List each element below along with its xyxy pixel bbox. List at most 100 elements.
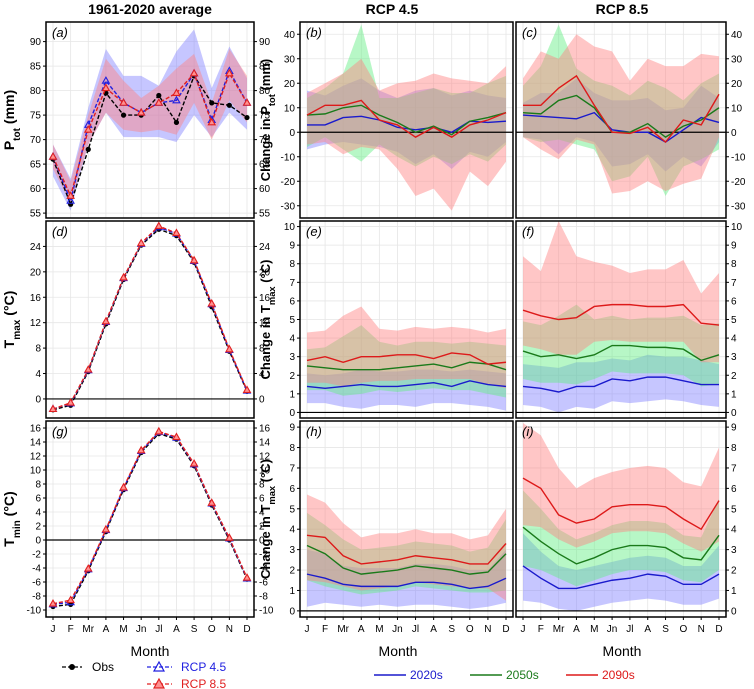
xtick-label-i-4: M bbox=[590, 624, 598, 635]
ytick-label-h-0: 0 bbox=[289, 606, 295, 617]
band-h-2 bbox=[307, 494, 506, 601]
ytick-r-label-f-4: 4 bbox=[731, 334, 737, 345]
ytick-r-label-g-4: -2 bbox=[259, 550, 268, 561]
ytick-label-e-4: 4 bbox=[289, 334, 295, 345]
legend-2090s: 2090s bbox=[602, 668, 635, 682]
ytick-r-label-d-2: 8 bbox=[259, 344, 265, 355]
xtick-label-h-1: F bbox=[322, 624, 328, 635]
ytick-label-h-1: 1 bbox=[289, 586, 295, 597]
ytick-label-b-6: 30 bbox=[284, 54, 296, 65]
ytick-label-d-6: 24 bbox=[30, 242, 42, 253]
point-a-2-4 bbox=[119, 98, 128, 106]
panel-label-f: (f) bbox=[522, 224, 534, 239]
ytick-label-b-1: -20 bbox=[281, 177, 296, 188]
series-c-0 bbox=[522, 111, 720, 143]
xtick-label-g-8: S bbox=[191, 624, 198, 635]
band-i-1 bbox=[523, 490, 719, 587]
legend-left: Obs RCP 4.5 RCP 8.5 bbox=[62, 660, 226, 689]
point-a-0-11 bbox=[244, 114, 250, 121]
series-a-2 bbox=[52, 71, 248, 199]
ytick-r-label-f-3: 3 bbox=[731, 352, 737, 363]
ytick-r-label-a-3: 70 bbox=[259, 135, 271, 146]
xtick-label-i-3: A bbox=[573, 624, 580, 635]
ytick-r-label-g-9: 8 bbox=[259, 480, 265, 491]
xtick-label-i-5: Jn bbox=[607, 624, 618, 635]
point-a-2-11 bbox=[242, 98, 252, 106]
panel-frame-d bbox=[45, 220, 255, 419]
series-g-1 bbox=[52, 431, 248, 606]
ytick-r-label-i-6: 6 bbox=[731, 484, 737, 495]
point-d-2-4 bbox=[119, 272, 128, 281]
col-title-rcp85: RCP 8.5 bbox=[596, 1, 649, 17]
xtick-label-i-8: S bbox=[662, 624, 669, 635]
point-a-0-1 bbox=[68, 201, 74, 207]
band-i-0 bbox=[523, 533, 719, 611]
series-h-0 bbox=[306, 573, 507, 590]
panel-label-c: (c) bbox=[522, 25, 537, 40]
ytick-r-label-a-5: 80 bbox=[259, 86, 271, 97]
ytick-label-g-3: -4 bbox=[32, 564, 41, 575]
panel-g: (g) -10 -10 -8 -8 -6 -6 -4 -4 -2 -2 0 0 2 2 4 4 6 6 8 8 10 10 1… bbox=[1, 420, 274, 635]
ytick-label-g-0: -10 bbox=[27, 606, 42, 617]
legend-rcp85-marker bbox=[152, 677, 166, 689]
panel-label-e: (e) bbox=[306, 224, 322, 239]
point-a-1-1 bbox=[66, 196, 75, 204]
xtick-label-i-11: D bbox=[715, 624, 722, 635]
xlabel-rcp45: Month bbox=[379, 643, 418, 659]
ytick-label-d-1: 4 bbox=[35, 369, 41, 380]
ytick-label-g-2: -6 bbox=[32, 578, 41, 589]
series-i-2 bbox=[522, 477, 720, 531]
xtick-label-g-4: M bbox=[119, 624, 127, 635]
band-e-1 bbox=[307, 325, 506, 398]
ytick-label-h-2: 2 bbox=[289, 566, 295, 577]
series-f-1 bbox=[522, 344, 720, 362]
series-a-1 bbox=[52, 69, 248, 204]
ytick-label-d-2: 8 bbox=[35, 344, 41, 355]
point-g-2-0 bbox=[48, 598, 58, 607]
col-title-rcp45: RCP 4.5 bbox=[366, 1, 419, 17]
ytick-label-g-7: 4 bbox=[35, 508, 41, 519]
point-a-0-9 bbox=[209, 100, 215, 106]
ytick-label-e-8: 8 bbox=[289, 259, 295, 270]
point-a-1-7 bbox=[172, 95, 181, 104]
ytick-r-label-c-3: 0 bbox=[731, 128, 737, 139]
ytick-r-label-f-8: 8 bbox=[731, 259, 737, 270]
ytick-label-d-5: 20 bbox=[30, 267, 42, 278]
point-d-2-6 bbox=[154, 221, 164, 230]
xtick-label-i-10: N bbox=[698, 624, 705, 635]
xtick-label-g-3: A bbox=[103, 624, 110, 635]
ytick-r-label-d-0: 0 bbox=[259, 394, 265, 405]
point-g-2-8 bbox=[189, 458, 199, 467]
panel-frame-h bbox=[299, 420, 514, 618]
col-title-avg: 1961-2020 average bbox=[88, 1, 212, 17]
xtick-label-g-11: D bbox=[243, 624, 250, 635]
point-d-2-7 bbox=[172, 228, 181, 237]
ytick-r-label-g-7: 4 bbox=[259, 508, 265, 519]
point-a-2-1 bbox=[66, 191, 75, 199]
panel-label-i: (i) bbox=[522, 424, 534, 439]
ytick-label-a-5: 80 bbox=[30, 86, 42, 97]
point-g-2-2 bbox=[83, 563, 93, 572]
ytick-r-label-d-3: 12 bbox=[259, 318, 271, 329]
ytick-label-e-10: 10 bbox=[284, 222, 296, 233]
xtick-label-g-0: J bbox=[51, 624, 56, 635]
band-f-0 bbox=[523, 354, 719, 413]
point-d-2-5 bbox=[136, 238, 146, 247]
ylabel-b: Change in Ptot (mm) bbox=[258, 59, 277, 181]
point-a-1-3 bbox=[101, 76, 111, 84]
ytick-r-label-a-2: 65 bbox=[259, 160, 271, 171]
band-a-1 bbox=[53, 48, 247, 204]
ytick-label-g-5: 0 bbox=[35, 536, 41, 547]
xtick-label-g-9: O bbox=[208, 624, 216, 635]
ytick-label-h-9: 9 bbox=[289, 423, 295, 434]
ytick-r-label-a-7: 90 bbox=[259, 37, 271, 48]
point-a-2-3 bbox=[101, 83, 111, 92]
ytick-r-label-c-0: -30 bbox=[731, 201, 746, 212]
point-a-2-7 bbox=[172, 88, 181, 96]
point-d-2-1 bbox=[66, 398, 75, 406]
band-c-1 bbox=[523, 24, 719, 196]
series-h-1 bbox=[306, 544, 507, 575]
series-b-1 bbox=[306, 104, 507, 136]
point-a-0-7 bbox=[173, 119, 180, 126]
